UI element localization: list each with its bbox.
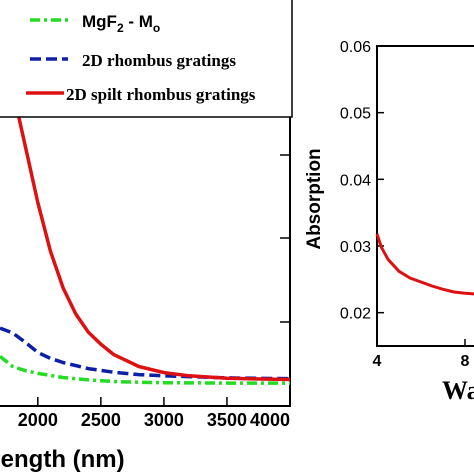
left-x-tick-label: 4000 (250, 410, 290, 430)
left-series-group (0, 88, 291, 385)
left-plot-frame (0, 0, 291, 407)
left-x-tick-label: 2500 (81, 410, 121, 430)
right-y-tick-label: 0.06 (340, 39, 371, 56)
right-series-split (375, 233, 474, 296)
left-legend: MgF2 - Mo 2D rhombus gratings 2D spilt r… (0, 0, 293, 118)
left-x-axis-label: length (nm) (0, 446, 125, 473)
legend-mgf2-mid: - M (124, 12, 153, 31)
right-y-axis-label: Absorption (304, 148, 325, 249)
left-series-split (10, 88, 291, 382)
left-x-tick-label: 3000 (144, 410, 184, 430)
legend-entry-split: 2D spilt rhombus gratings (66, 85, 256, 104)
right-x-axis-label: Wa (442, 376, 474, 405)
right-y-tick-label: 0.02 (340, 306, 371, 323)
legend-mgf2-text: MgF (82, 12, 117, 31)
right-y-tick-label: 0.04 (340, 172, 371, 189)
right-y-tick-label: 0.05 (340, 106, 371, 123)
left-chart: 2000 2500 3000 3500 4000 length (nm) MgF2 - … (0, 0, 293, 473)
left-series-mgf2 (0, 355, 290, 385)
right-series-group (375, 233, 474, 296)
legend-mgf2-sub: 2 (117, 21, 124, 35)
right-x-tick-label: 4 (373, 353, 382, 370)
right-y-tick-label: 0.03 (340, 239, 371, 256)
left-x-tick-label: 3500 (207, 410, 247, 430)
legend-entry-rhombus: 2D rhombus gratings (82, 51, 236, 70)
right-x-tick-label: 8 (461, 353, 470, 370)
left-series-rhombus (0, 326, 291, 381)
legend-mgf2-sub2: o (153, 21, 160, 35)
right-plot-frame (376, 45, 474, 347)
left-x-tick-label: 2000 (18, 410, 58, 430)
legend-entry-mgf2: MgF2 - Mo (82, 12, 160, 35)
right-y-ticks: 0.02 0.03 0.04 0.05 0.06 (340, 39, 384, 323)
left-x-ticks: 2000 2500 3000 3500 4000 (18, 397, 291, 430)
